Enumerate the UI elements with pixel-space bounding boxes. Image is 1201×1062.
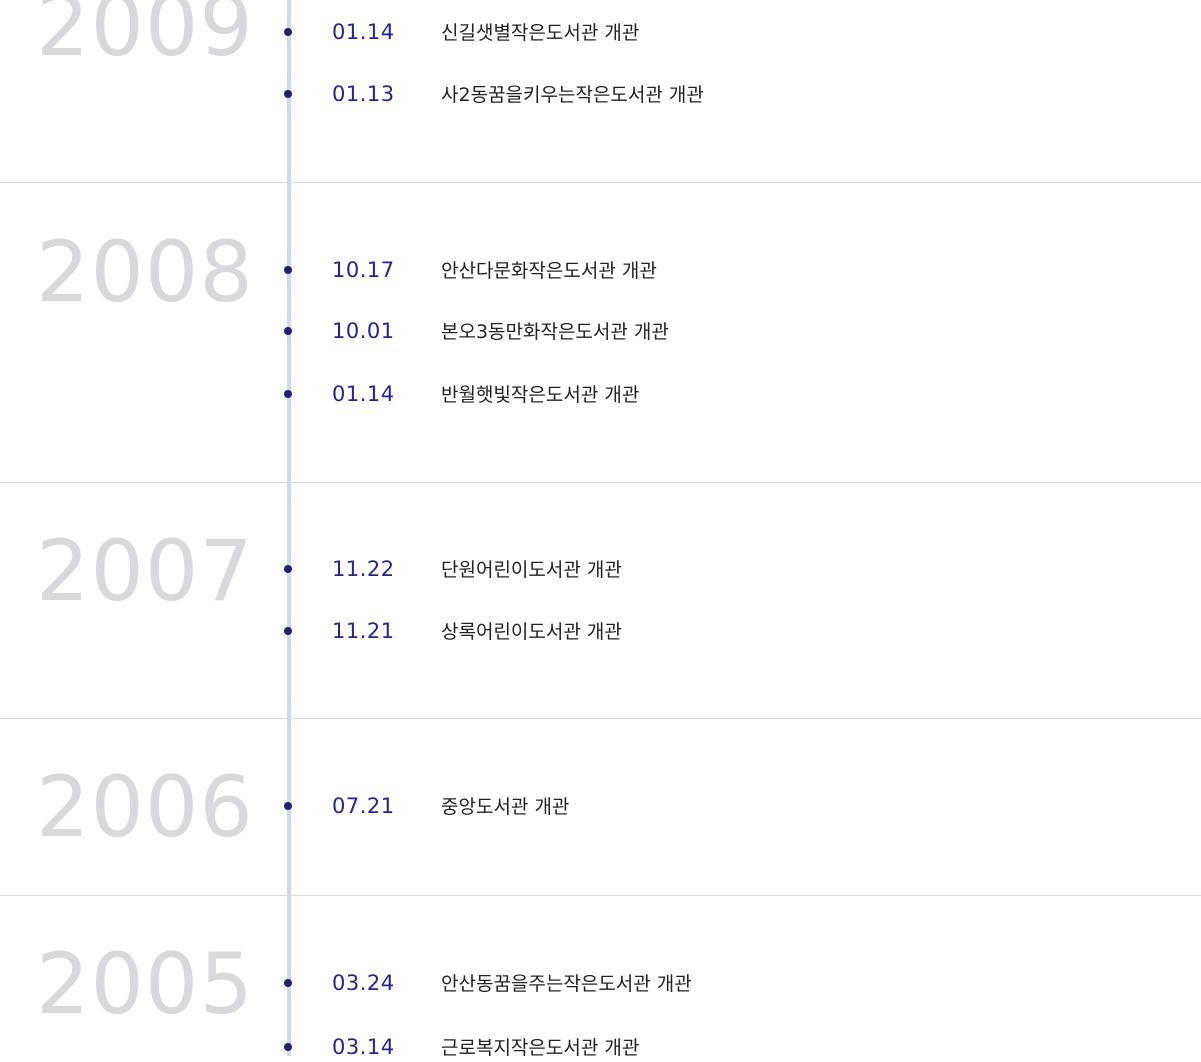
entry-date: 10.01 xyxy=(332,319,395,343)
year-label: 2005 xyxy=(36,935,254,1033)
timeline-dot-icon xyxy=(284,979,292,987)
entry-date: 01.14 xyxy=(332,382,395,406)
year-label: 2008 xyxy=(36,223,254,321)
entry-event: 안산다문화작은도서관 개관 xyxy=(441,260,657,282)
entry-date: 03.24 xyxy=(332,971,395,995)
year-section-2009: 2009 01.14 신길샛별작은도서관 개관 01.13 사2동꿈을키우는작은… xyxy=(0,0,1201,183)
timeline-dot-icon xyxy=(284,390,292,398)
entry-event: 신길샛별작은도서관 개관 xyxy=(441,22,640,44)
entry-date: 11.22 xyxy=(332,557,395,581)
timeline-dot-icon xyxy=(284,627,292,635)
year-section-2006: 2006 07.21 중앙도서관 개관 xyxy=(0,719,1201,896)
year-label: 2007 xyxy=(36,522,254,620)
year-section-2008: 2008 10.17 안산다문화작은도서관 개관 10.01 본오3동만화작은도… xyxy=(0,183,1201,483)
year-section-2007: 2007 11.22 단원어린이도서관 개관 11.21 상록어린이도서관 개관 xyxy=(0,483,1201,719)
timeline-entry: 03.14 근로복지작은도서관 개관 xyxy=(0,1032,1201,1062)
timeline-entry: 07.21 중앙도서관 개관 xyxy=(0,791,1201,821)
entry-event: 단원어린이도서관 개관 xyxy=(441,559,622,581)
entry-date: 03.14 xyxy=(332,1035,395,1059)
timeline-axis-line xyxy=(287,0,291,1056)
entry-date: 07.21 xyxy=(332,794,395,818)
timeline-entry: 01.13 사2동꿈을키우는작은도서관 개관 xyxy=(0,79,1201,109)
entry-event: 근로복지작은도서관 개관 xyxy=(441,1037,640,1059)
timeline-entry: 03.24 안산동꿈을주는작은도서관 개관 xyxy=(0,968,1201,998)
entry-event: 반월햇빛작은도서관 개관 xyxy=(441,384,640,406)
timeline-entry: 01.14 반월햇빛작은도서관 개관 xyxy=(0,379,1201,409)
entry-event: 중앙도서관 개관 xyxy=(441,796,570,818)
timeline-entry: 11.22 단원어린이도서관 개관 xyxy=(0,554,1201,584)
timeline-dot-icon xyxy=(284,90,292,98)
entry-date: 01.13 xyxy=(332,82,395,106)
year-section-2005: 2005 03.24 안산동꿈을주는작은도서관 개관 03.14 근로복지작은도… xyxy=(0,896,1201,1059)
timeline-entry: 10.17 안산다문화작은도서관 개관 xyxy=(0,255,1201,285)
timeline-dot-icon xyxy=(284,1043,292,1051)
timeline-dot-icon xyxy=(284,802,292,810)
timeline-entry: 10.01 본오3동만화작은도서관 개관 xyxy=(0,316,1201,346)
entry-event: 상록어린이도서관 개관 xyxy=(441,621,622,643)
entry-date: 10.17 xyxy=(332,258,395,282)
entry-date: 11.21 xyxy=(332,619,395,643)
entry-date: 01.14 xyxy=(332,20,395,44)
year-label: 2006 xyxy=(36,758,254,856)
timeline-entry: 11.21 상록어린이도서관 개관 xyxy=(0,616,1201,646)
year-label: 2009 xyxy=(36,0,254,75)
timeline-dot-icon xyxy=(284,266,292,274)
timeline-dot-icon xyxy=(284,327,292,335)
timeline-dot-icon xyxy=(284,565,292,573)
timeline-entry: 01.14 신길샛별작은도서관 개관 xyxy=(0,17,1201,47)
entry-event: 본오3동만화작은도서관 개관 xyxy=(441,321,669,343)
entry-event: 사2동꿈을키우는작은도서관 개관 xyxy=(441,84,704,106)
entry-event: 안산동꿈을주는작은도서관 개관 xyxy=(441,973,692,995)
timeline-dot-icon xyxy=(284,28,292,36)
